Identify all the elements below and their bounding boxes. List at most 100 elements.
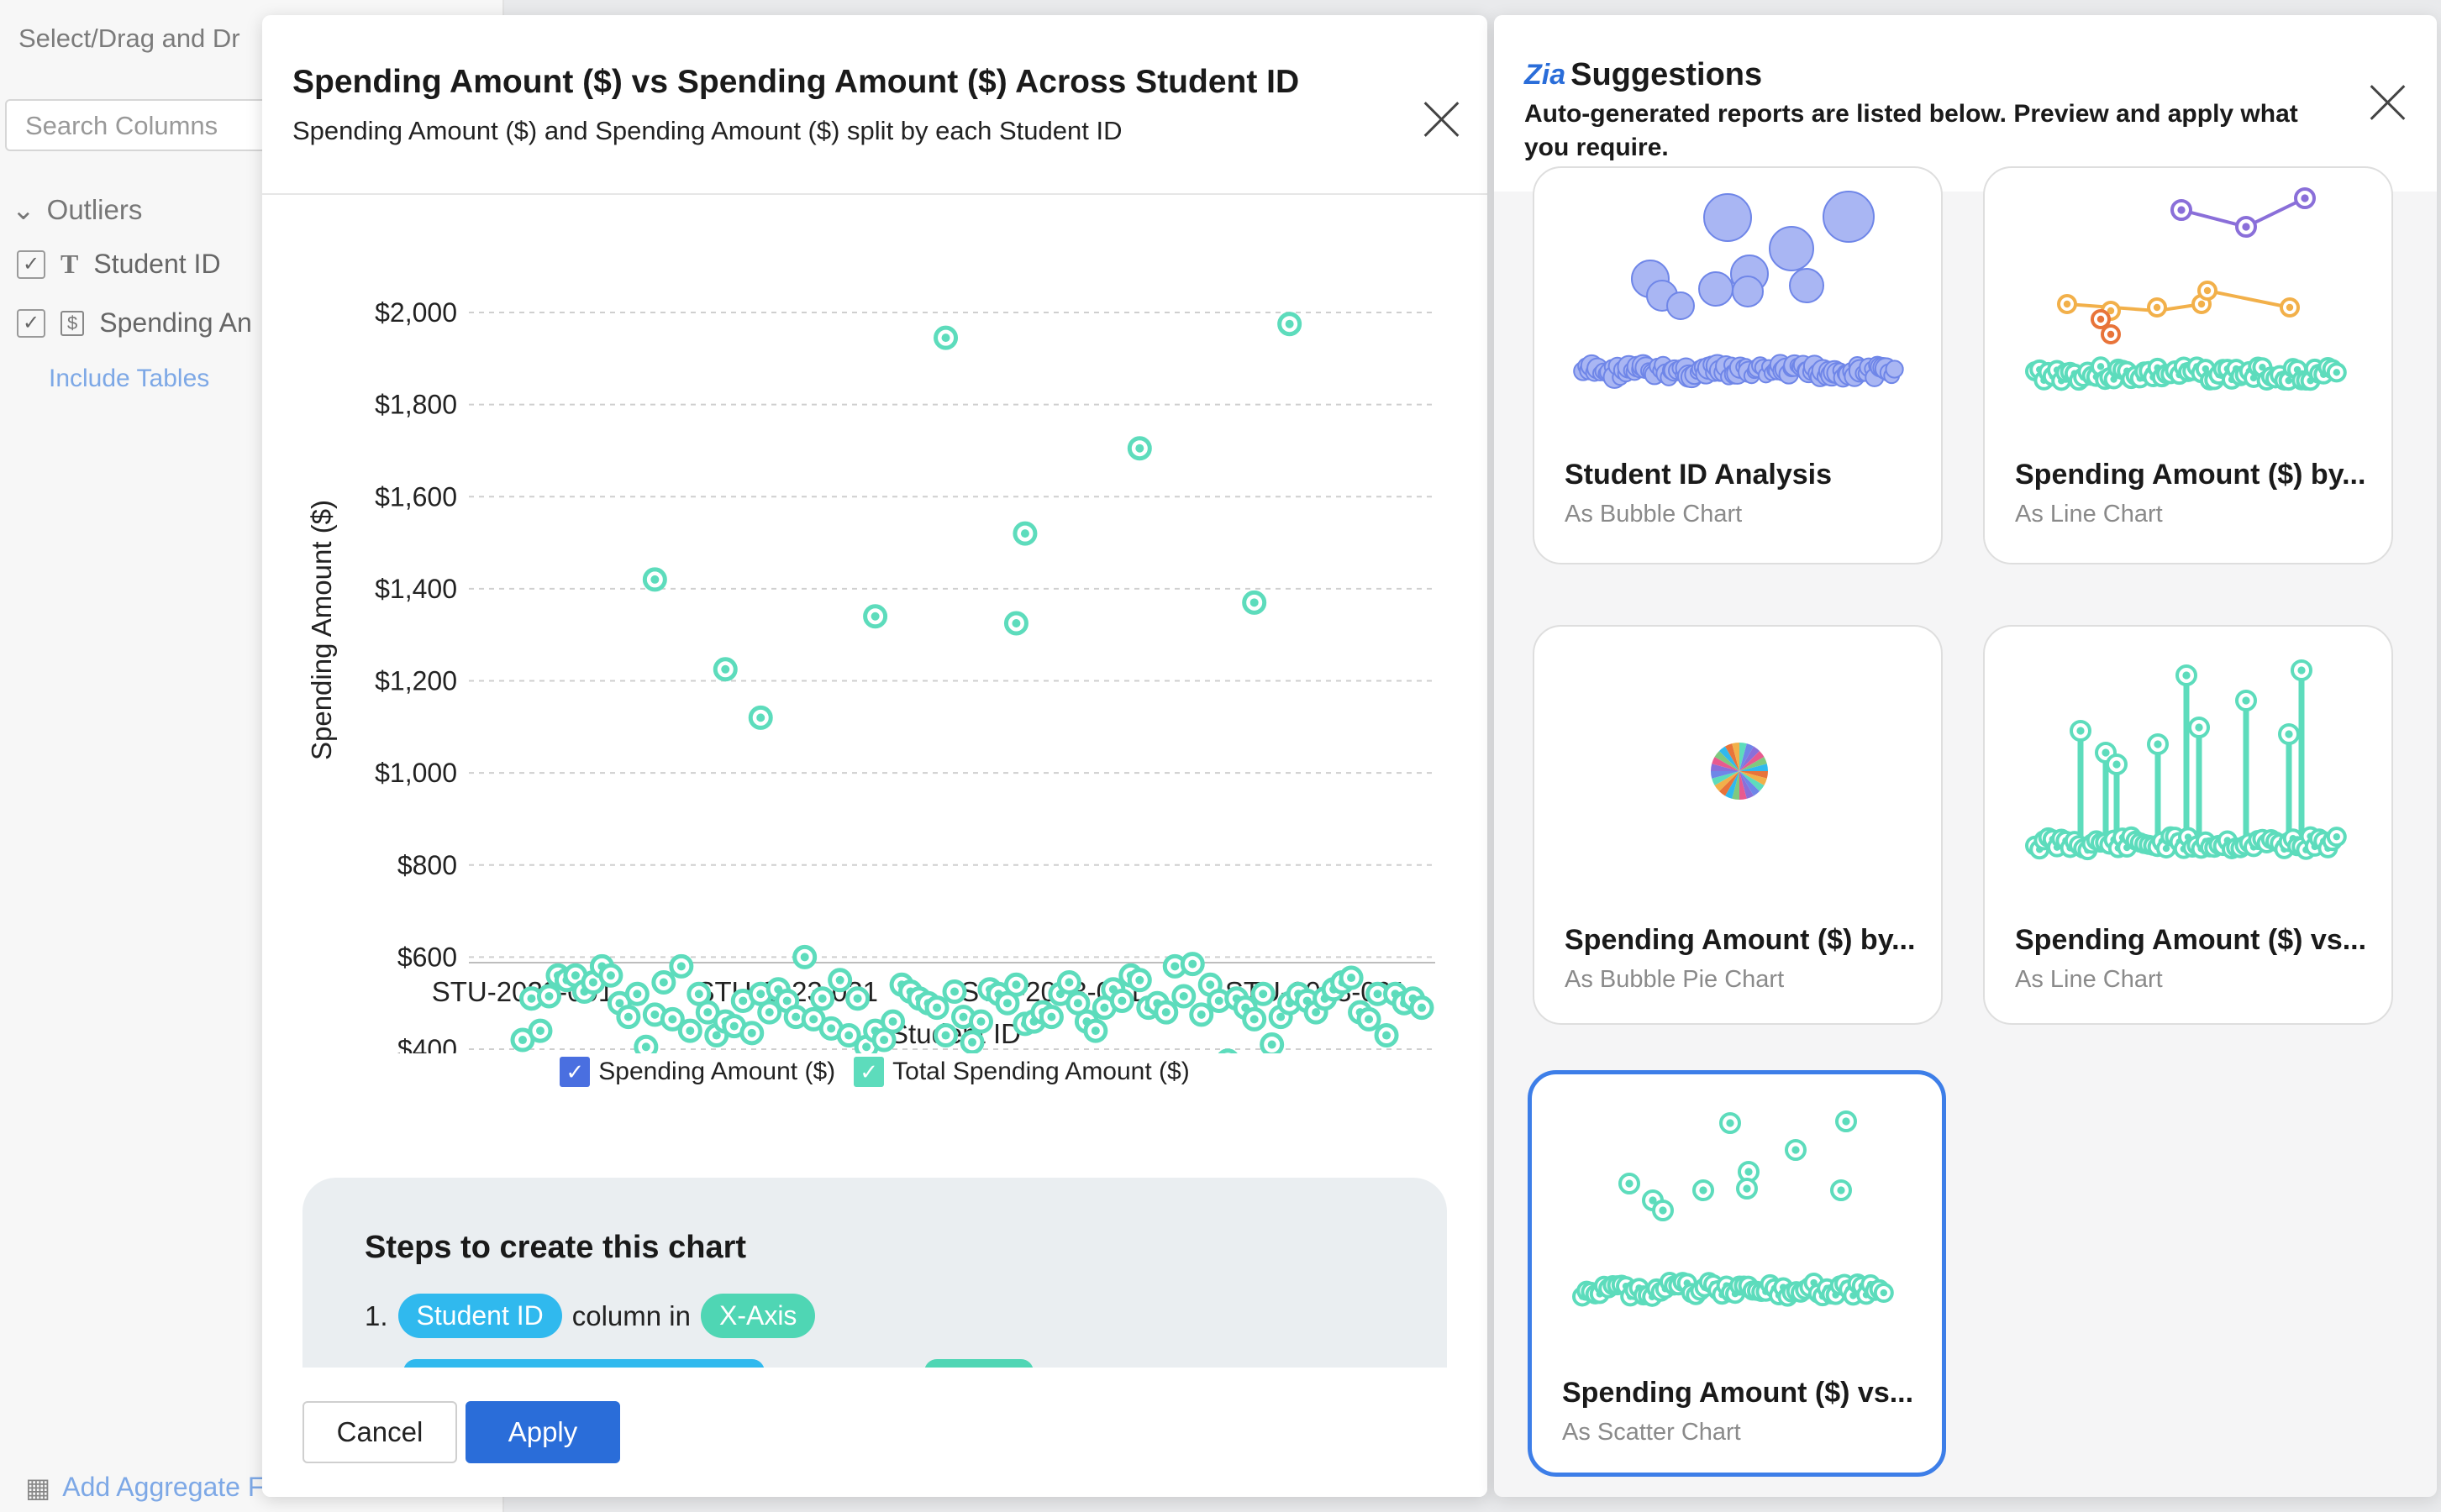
chart-preview-dialog: Spending Amount ($) vs Spending Amount (…: [262, 15, 1487, 1497]
checkbox-icon[interactable]: ✓: [17, 249, 45, 279]
data-point: [536, 984, 561, 1009]
card-name: Spending Amount ($) by...: [2015, 459, 2366, 491]
data-point: [934, 325, 959, 350]
marker-dot: [1880, 1289, 1887, 1297]
data-point: [1277, 312, 1302, 337]
suggestion-card[interactable]: Spending Amount ($) by... As Bubble Pie …: [1533, 625, 1943, 1025]
bubble: [1823, 191, 1875, 243]
pie-slice: [1718, 746, 1739, 771]
marker-dot: [2197, 300, 2206, 308]
data-point: [1003, 972, 1028, 997]
data-point: [669, 953, 694, 979]
pie-slice: [1725, 743, 1739, 771]
suggestions-description: Auto-generated reports are listed below.…: [1524, 100, 2298, 161]
suggestions-title-row: Zia Suggestions: [1524, 57, 1762, 93]
close-icon[interactable]: [2368, 82, 2408, 123]
marker-dot: [1842, 1117, 1850, 1126]
card-name: Spending Amount ($) by...: [1565, 924, 1916, 956]
marker-dot: [1744, 1168, 1753, 1176]
currency-type-icon: $: [60, 310, 85, 336]
include-tables-link[interactable]: Include Tables: [49, 365, 210, 392]
data-point: [1250, 981, 1276, 1006]
legend-label: Total Spending Amount ($): [892, 1058, 1190, 1085]
marker-dot: [2107, 330, 2115, 339]
bubble: [1789, 268, 1824, 303]
checkbox-icon[interactable]: ✓: [560, 1057, 591, 1087]
pie-slice: [1739, 771, 1768, 779]
bubble: [1732, 276, 1764, 307]
suggestion-card[interactable]: Student ID Analysis As Bubble Chart: [1533, 166, 1943, 564]
step-1: 1. Student ID column in X-Axis: [365, 1294, 816, 1338]
data-point: [934, 1023, 959, 1048]
zia-logo-icon: Zia: [1524, 59, 1566, 91]
bubble-chart-thumbnail: [1573, 191, 1904, 389]
column-spending-amount[interactable]: ✓ $ Spending An: [17, 307, 252, 339]
checkbox-icon[interactable]: ✓: [17, 308, 45, 338]
pie-slice: [1714, 771, 1739, 792]
suggestion-card[interactable]: Spending Amount ($) by... As Line Chart: [1983, 166, 2393, 564]
pie-slice: [1732, 743, 1739, 771]
data-point: [1242, 1006, 1267, 1032]
card-name: Spending Amount ($) vs...: [2015, 924, 2367, 956]
pie-slice: [1714, 750, 1739, 771]
legend-item-total-spending[interactable]: ✓ Total Spending Amount ($): [854, 1057, 1190, 1087]
data-point: [713, 657, 738, 682]
marker-dot: [2286, 303, 2294, 312]
suggestion-card[interactable]: Spending Amount ($) vs... As Line Chart: [1983, 625, 2393, 1025]
data-point: [942, 979, 967, 1004]
pie-slice: [1739, 757, 1767, 771]
data-point: [748, 705, 773, 730]
data-point: [863, 604, 888, 629]
data-point: [792, 944, 818, 969]
data-point: [616, 1005, 641, 1030]
column-student-id[interactable]: ✓ T Student ID: [17, 249, 221, 280]
cancel-button[interactable]: Cancel: [302, 1401, 457, 1463]
marker-dot: [1849, 1292, 1857, 1299]
pie-slice: [1739, 771, 1754, 799]
checkbox-icon[interactable]: ✓: [854, 1057, 885, 1087]
marker-dot: [2285, 730, 2293, 738]
pie-slice: [1739, 750, 1765, 771]
data-point: [1242, 590, 1267, 615]
marker-dot: [1659, 1206, 1667, 1215]
data-point: [677, 1018, 702, 1043]
y-tick-label: $1,400: [375, 574, 457, 604]
data-point: [1013, 521, 1038, 546]
panel-title: Select/Drag and Dr: [18, 24, 240, 53]
formula-icon: ▦: [25, 1473, 51, 1503]
suggestion-card-selected[interactable]: Spending Amount ($) vs... As Scatter Cha…: [1528, 1070, 1946, 1477]
data-point: [960, 1030, 985, 1053]
data-point: [1083, 1018, 1108, 1043]
data-point: [642, 567, 667, 592]
close-icon[interactable]: [1422, 99, 1462, 139]
marker-dot: [2242, 696, 2250, 705]
data-point: [1171, 984, 1197, 1009]
series-line: [2066, 288, 2291, 313]
chart-legend: ✓ Spending Amount ($) ✓ Total Spending A…: [262, 1057, 1487, 1087]
column-label: Spending An: [99, 307, 252, 338]
data-point: [1109, 988, 1134, 1013]
data-point: [951, 1005, 976, 1030]
data-point: [651, 970, 676, 995]
apply-button[interactable]: Apply: [466, 1401, 620, 1463]
pie-slice: [1739, 746, 1760, 771]
card-type: As Scatter Chart: [1562, 1419, 1741, 1446]
y-tick-label: $600: [397, 942, 457, 972]
pie-slice: [1739, 771, 1747, 800]
y-axis-title: Spending Amount ($): [306, 500, 337, 760]
text-type-icon: T: [60, 249, 79, 279]
marker-dot: [2096, 315, 2105, 323]
data-point: [968, 1009, 993, 1034]
y-tick-label: $1,200: [375, 666, 457, 696]
outliers-group[interactable]: ⌄ Outliers: [12, 193, 142, 226]
data-point: [1180, 952, 1205, 977]
scatter-chart: $400 $600 $800 $1,000 $1,200 $1,400 $1,600 $1,8…: [262, 197, 1487, 1188]
suggestions-title: Suggestions: [1570, 57, 1763, 92]
marker-dot: [2153, 303, 2161, 312]
suggestions-header: Zia Suggestions Auto-generated reports a…: [1494, 15, 2437, 192]
pie-slice: [1739, 771, 1760, 796]
card-type: As Bubble Pie Chart: [1565, 966, 1785, 993]
bubble: [1666, 291, 1695, 320]
dialog-footer: Cancel Apply: [262, 1368, 1487, 1497]
legend-item-spending[interactable]: ✓ Spending Amount ($): [560, 1057, 835, 1087]
